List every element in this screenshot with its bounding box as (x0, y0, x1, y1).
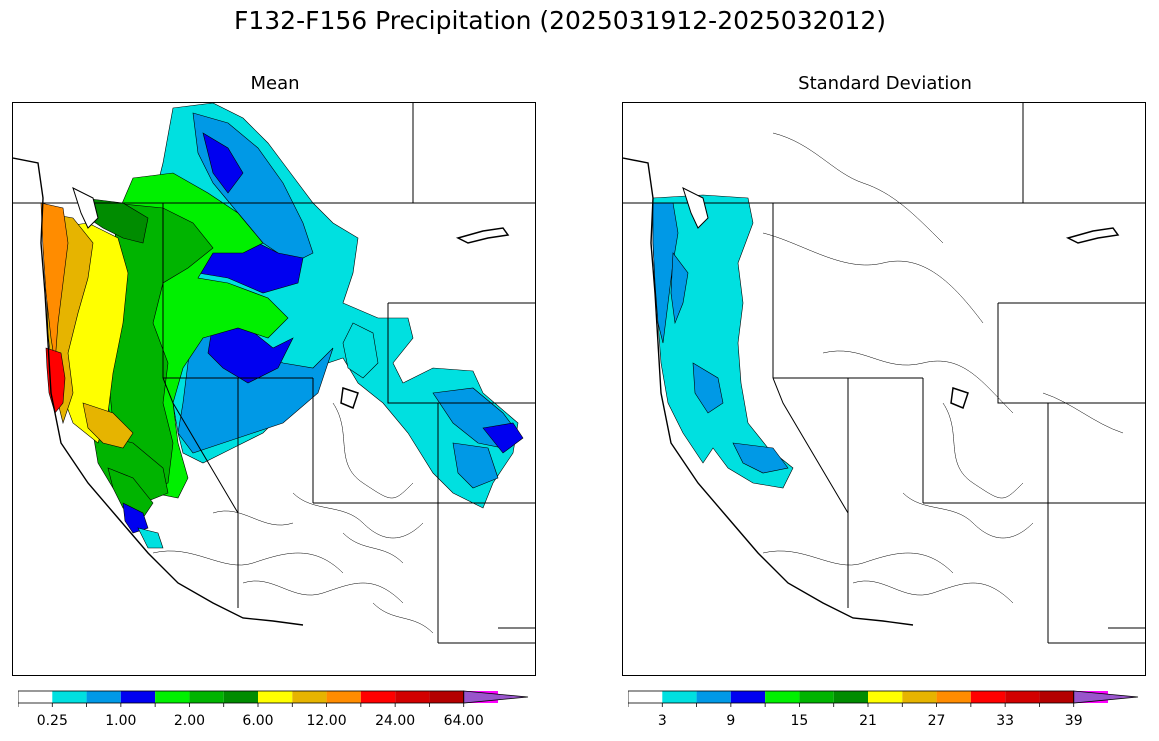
colorbar-segment (868, 691, 903, 703)
stddev-lake-superior-fragment (1065, 227, 1120, 244)
stddev-coastline (623, 157, 914, 626)
stddev-puget-sound (682, 187, 709, 229)
colorbar-tick-label: 39 (1064, 713, 1083, 729)
mean-map (13, 103, 535, 668)
stddev-panel-title: Standard Deviation (798, 73, 972, 94)
colorbar-segment (936, 691, 971, 703)
colorbar-segment (429, 691, 464, 703)
colorbar-tick-label: 24.00 (375, 713, 416, 729)
colorbar-tick-label: 27 (927, 713, 946, 729)
mean-basin-lines (152, 402, 434, 634)
colorbar-tick-label: 33 (996, 713, 1015, 729)
colorbar-segment (765, 691, 800, 703)
colorbar-tick-label: 15 (790, 713, 809, 729)
colorbar-segment (395, 691, 430, 703)
colorbar-segment (730, 691, 766, 703)
colorbar-tick-label: 64.00 (443, 713, 484, 729)
mean-puget-sound (72, 187, 99, 229)
colorbar-segment (18, 691, 53, 703)
mean-precip-shading (40, 103, 524, 549)
stddev-map (623, 103, 1145, 668)
stddev-map-panel (622, 102, 1146, 676)
mean-coastline (13, 157, 304, 626)
stddev-shading (652, 194, 794, 489)
stddev-western-us-land (623, 103, 1145, 668)
mean-map-panel (12, 102, 536, 676)
mean-great-salt-lake (340, 387, 359, 410)
stddev-colorbar (628, 690, 1139, 707)
colorbar-segment (155, 691, 190, 703)
mean-colorbar (18, 690, 529, 707)
colorbar-segment (970, 691, 1006, 703)
colorbar-segment (189, 691, 224, 703)
colorbar-segment (52, 691, 87, 703)
colorbar-tick-label: 6.00 (242, 713, 274, 729)
colorbar-tick-label: 2.00 (173, 713, 206, 729)
colorbar-segment (662, 691, 697, 703)
figure-title: F132-F156 Precipitation (2025031912-2025… (233, 6, 886, 35)
mean-state-borders (13, 103, 535, 644)
stddev-basin-lines (762, 132, 1124, 604)
colorbar-tick-label: 12.00 (306, 713, 347, 729)
colorbar-tick-label: 9 (726, 713, 736, 729)
colorbar-segment (1039, 691, 1074, 703)
colorbar-border (18, 690, 465, 704)
colorbar-segment (833, 691, 868, 703)
colorbar-segment (628, 691, 663, 703)
mean-lake-superior-fragment (455, 227, 510, 244)
colorbar-segment (292, 691, 327, 703)
colorbar-segment (86, 691, 121, 703)
colorbar-segment (360, 691, 396, 703)
stddev-great-salt-lake (950, 387, 969, 410)
colorbar-tick-label: 1.00 (105, 713, 137, 729)
colorbar-segment (902, 691, 937, 703)
colorbar-segment (696, 691, 731, 703)
colorbar-segment (223, 691, 258, 703)
colorbar-segment (1005, 691, 1040, 703)
colorbar-segment (258, 691, 293, 703)
colorbar-segment (120, 691, 156, 703)
colorbar-segment (799, 691, 834, 703)
colorbar-tick-label: 21 (859, 713, 877, 729)
mean-panel-title: Mean (250, 73, 300, 94)
colorbar-tick-label: 3 (657, 713, 667, 729)
stddev-state-borders (623, 103, 1145, 644)
colorbar-border (628, 690, 1075, 704)
colorbar-tick-label: 0.25 (36, 713, 68, 729)
colorbar-segment (326, 691, 361, 703)
